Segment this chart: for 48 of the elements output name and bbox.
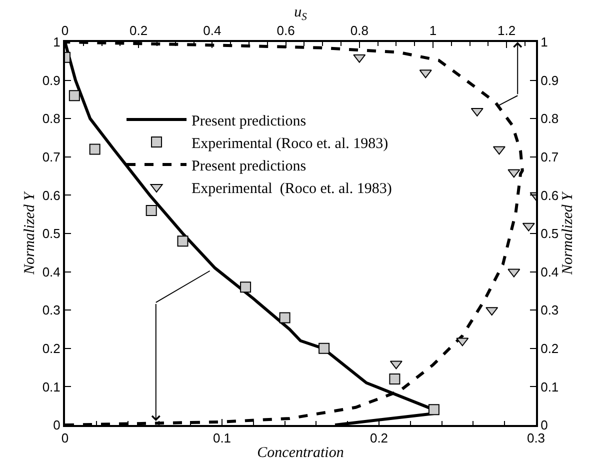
y-tick-label: 0.5	[42, 226, 60, 242]
legend-label: Experimental (Roco et. al. 1983)	[192, 180, 392, 197]
y2-axis-title: Normalized Y	[560, 190, 576, 276]
point	[240, 282, 252, 293]
y-tick-label: 1	[53, 34, 60, 50]
x2-tick-label: 0.4	[203, 22, 222, 38]
y2-tick-label: 1	[540, 34, 548, 50]
x2-tick-label: 0.2	[130, 22, 148, 38]
x2-axis-title: u$_{S}$	[294, 4, 308, 23]
y2-tick-label: 0.1	[540, 379, 559, 394]
y2-tick-label: 0.4	[540, 264, 559, 280]
y2-tick-label: 0	[540, 418, 548, 433]
legend-label: Present predictions	[192, 113, 306, 130]
x2-tick-label: 1.2	[498, 22, 516, 38]
y-axis-title: Normalized Y	[22, 190, 38, 276]
x-tick-label: 0.2	[370, 430, 388, 446]
y-tick-label: 0.6	[42, 188, 60, 203]
point	[68, 90, 80, 102]
point	[89, 144, 100, 155]
y-tick-label: 0.3	[42, 302, 60, 318]
x-axis-title: Concentration	[257, 445, 344, 462]
y-tick-label: 0.4	[42, 264, 60, 280]
x-tick-label: 0.1	[212, 430, 232, 446]
y-tick-label: 0.7	[42, 149, 60, 164]
y2-tick-label: 0.5	[540, 226, 559, 242]
x2-tick-label: 1	[429, 22, 437, 38]
y2-tick-label: 0.6	[540, 188, 559, 203]
x2-tick-label: 0.8	[350, 22, 368, 38]
y2-tick-label: 0.7	[540, 149, 559, 164]
point	[389, 374, 400, 385]
y2-tick-label: 0.9	[540, 72, 559, 88]
y-tick-label: 0	[53, 418, 60, 433]
point	[279, 312, 290, 324]
point	[318, 342, 330, 354]
point	[428, 404, 440, 416]
legend-label: Experimental (Roco et. al. 1983)	[192, 136, 388, 152]
y2-tick-label: 0.3	[540, 302, 559, 318]
y-tick-label: 0.1	[42, 379, 60, 394]
y2-tick-label: 0.8	[540, 111, 559, 126]
point	[146, 205, 157, 216]
x2-tick-label: 0.6	[276, 22, 295, 38]
legend-label: Present predictions	[192, 158, 306, 174]
y-tick-label: 0.8	[42, 111, 60, 126]
point	[177, 236, 188, 247]
y-tick-label: 0.2	[42, 340, 60, 356]
x-tick-label: 0.3	[526, 430, 546, 446]
y2-tick-label: 0.2	[540, 340, 559, 356]
y-tick-label: 0.9	[42, 72, 60, 88]
